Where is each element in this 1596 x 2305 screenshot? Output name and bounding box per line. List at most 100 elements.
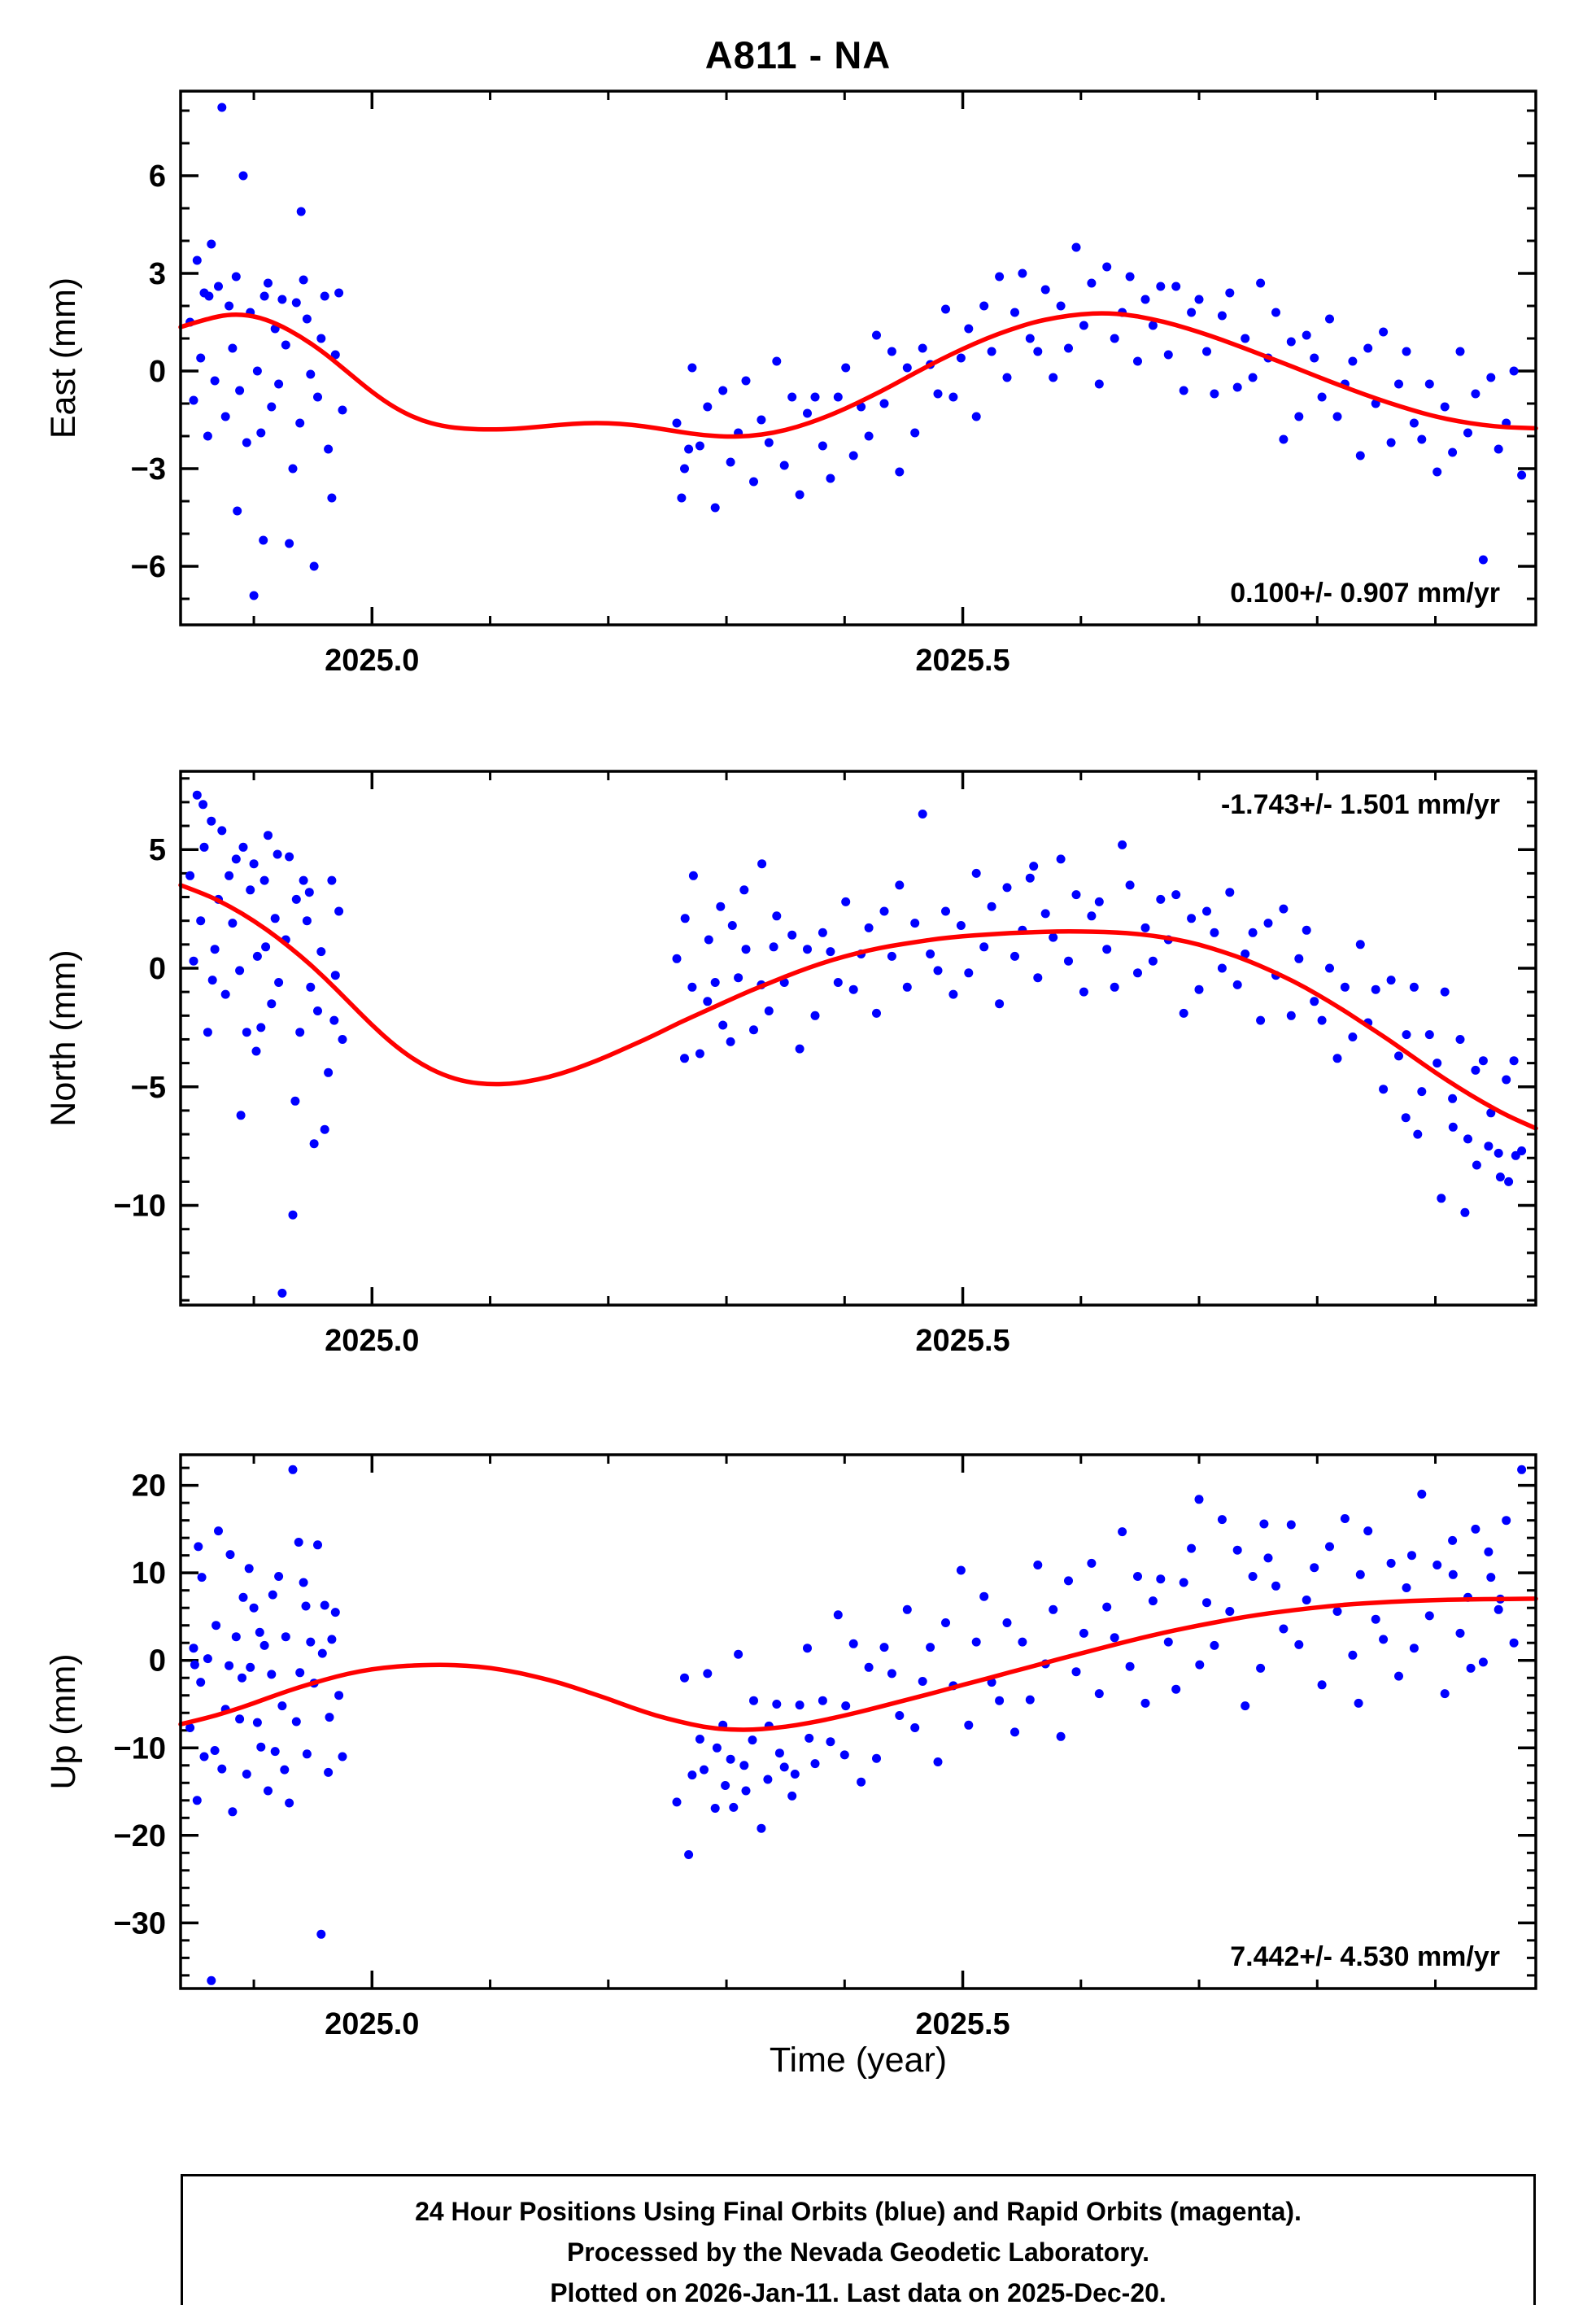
data-point	[1310, 1563, 1319, 1573]
data-point	[1448, 1535, 1458, 1545]
data-point	[774, 1748, 784, 1758]
data-point	[1187, 914, 1197, 923]
data-point	[1163, 1637, 1173, 1647]
data-point	[810, 392, 820, 402]
data-point	[1171, 890, 1181, 900]
trend-curve	[178, 883, 1538, 1131]
data-point	[1484, 1547, 1494, 1556]
data-point	[267, 999, 277, 1009]
data-point	[194, 1542, 203, 1552]
data-point	[196, 1678, 206, 1687]
data-point	[964, 968, 974, 978]
data-point	[1509, 366, 1519, 376]
data-point	[274, 1572, 284, 1581]
data-point	[1056, 854, 1066, 864]
data-point	[338, 405, 347, 415]
data-point	[1310, 353, 1319, 363]
data-point	[1394, 379, 1403, 389]
data-point	[680, 1673, 689, 1683]
data-point	[1509, 1638, 1519, 1648]
data-point	[1040, 909, 1050, 919]
data-point	[933, 966, 943, 976]
data-point	[1279, 904, 1289, 914]
data-point	[228, 919, 238, 928]
data-point	[688, 871, 698, 880]
data-point	[887, 347, 896, 356]
data-point	[294, 1538, 303, 1547]
data-point	[1194, 1495, 1204, 1504]
data-point	[225, 871, 234, 880]
data-point	[203, 431, 212, 441]
data-point	[1325, 1542, 1334, 1552]
data-point	[246, 1662, 255, 1672]
data-point	[1156, 1574, 1166, 1584]
data-point	[1110, 982, 1119, 992]
data-point	[787, 392, 797, 402]
data-point	[291, 1717, 301, 1727]
y-tick-label: 0	[149, 355, 166, 389]
data-point	[995, 999, 1005, 1009]
data-point	[1217, 963, 1227, 973]
data-point	[902, 982, 912, 992]
data-point	[703, 402, 713, 412]
data-point	[1363, 343, 1373, 353]
data-point	[304, 888, 314, 897]
data-point	[210, 1746, 220, 1755]
data-point	[979, 1591, 989, 1601]
data-point	[1424, 379, 1434, 389]
data-point	[1286, 1520, 1296, 1530]
y-axis-title: North (mm)	[44, 950, 83, 1126]
data-point	[1340, 982, 1350, 992]
data-point	[1087, 911, 1097, 921]
data-point	[1241, 950, 1250, 958]
data-point	[301, 1601, 311, 1611]
data-point	[1079, 1628, 1088, 1638]
data-point	[779, 461, 789, 470]
data-point	[1409, 418, 1419, 428]
data-point	[848, 451, 858, 461]
data-point	[1064, 343, 1073, 353]
data-point	[1040, 285, 1050, 295]
data-point	[1256, 278, 1266, 288]
data-point	[879, 1643, 889, 1652]
data-point	[1348, 356, 1358, 366]
data-point	[299, 875, 308, 885]
data-point	[964, 1720, 974, 1730]
data-point	[902, 363, 912, 373]
data-point	[217, 103, 227, 112]
data-point	[1363, 1526, 1373, 1536]
data-point	[1348, 1032, 1358, 1041]
data-point	[238, 1673, 246, 1683]
data-point	[680, 914, 690, 923]
data-point	[995, 272, 1005, 282]
data-point	[841, 897, 851, 906]
data-point	[306, 369, 316, 379]
y-tick-label: 0	[149, 952, 166, 986]
data-point	[198, 800, 208, 810]
data-point	[1379, 1635, 1389, 1644]
data-point	[749, 1025, 758, 1035]
data-point	[235, 386, 245, 395]
data-point	[872, 330, 881, 340]
data-point	[1417, 1087, 1427, 1097]
data-point	[695, 1049, 704, 1059]
rate-annotation: -1.743+/- 1.501 mm/yr	[1221, 789, 1500, 820]
data-point	[1064, 956, 1073, 966]
data-point	[1478, 1056, 1488, 1066]
data-point	[926, 1643, 935, 1652]
data-point	[1302, 1596, 1311, 1604]
data-point	[325, 1713, 334, 1722]
data-point	[987, 347, 996, 356]
data-point	[1355, 451, 1365, 461]
y-tick-label: −5	[131, 1071, 166, 1105]
page-title: A811 - NA	[704, 33, 892, 76]
data-point	[199, 842, 209, 852]
data-point	[1432, 1059, 1442, 1068]
data-point	[249, 1603, 259, 1613]
data-point	[803, 408, 812, 418]
y-tick-label: 20	[132, 1469, 166, 1504]
data-point	[261, 942, 271, 952]
data-point	[281, 340, 290, 350]
data-point	[246, 885, 255, 895]
data-point	[225, 301, 234, 311]
